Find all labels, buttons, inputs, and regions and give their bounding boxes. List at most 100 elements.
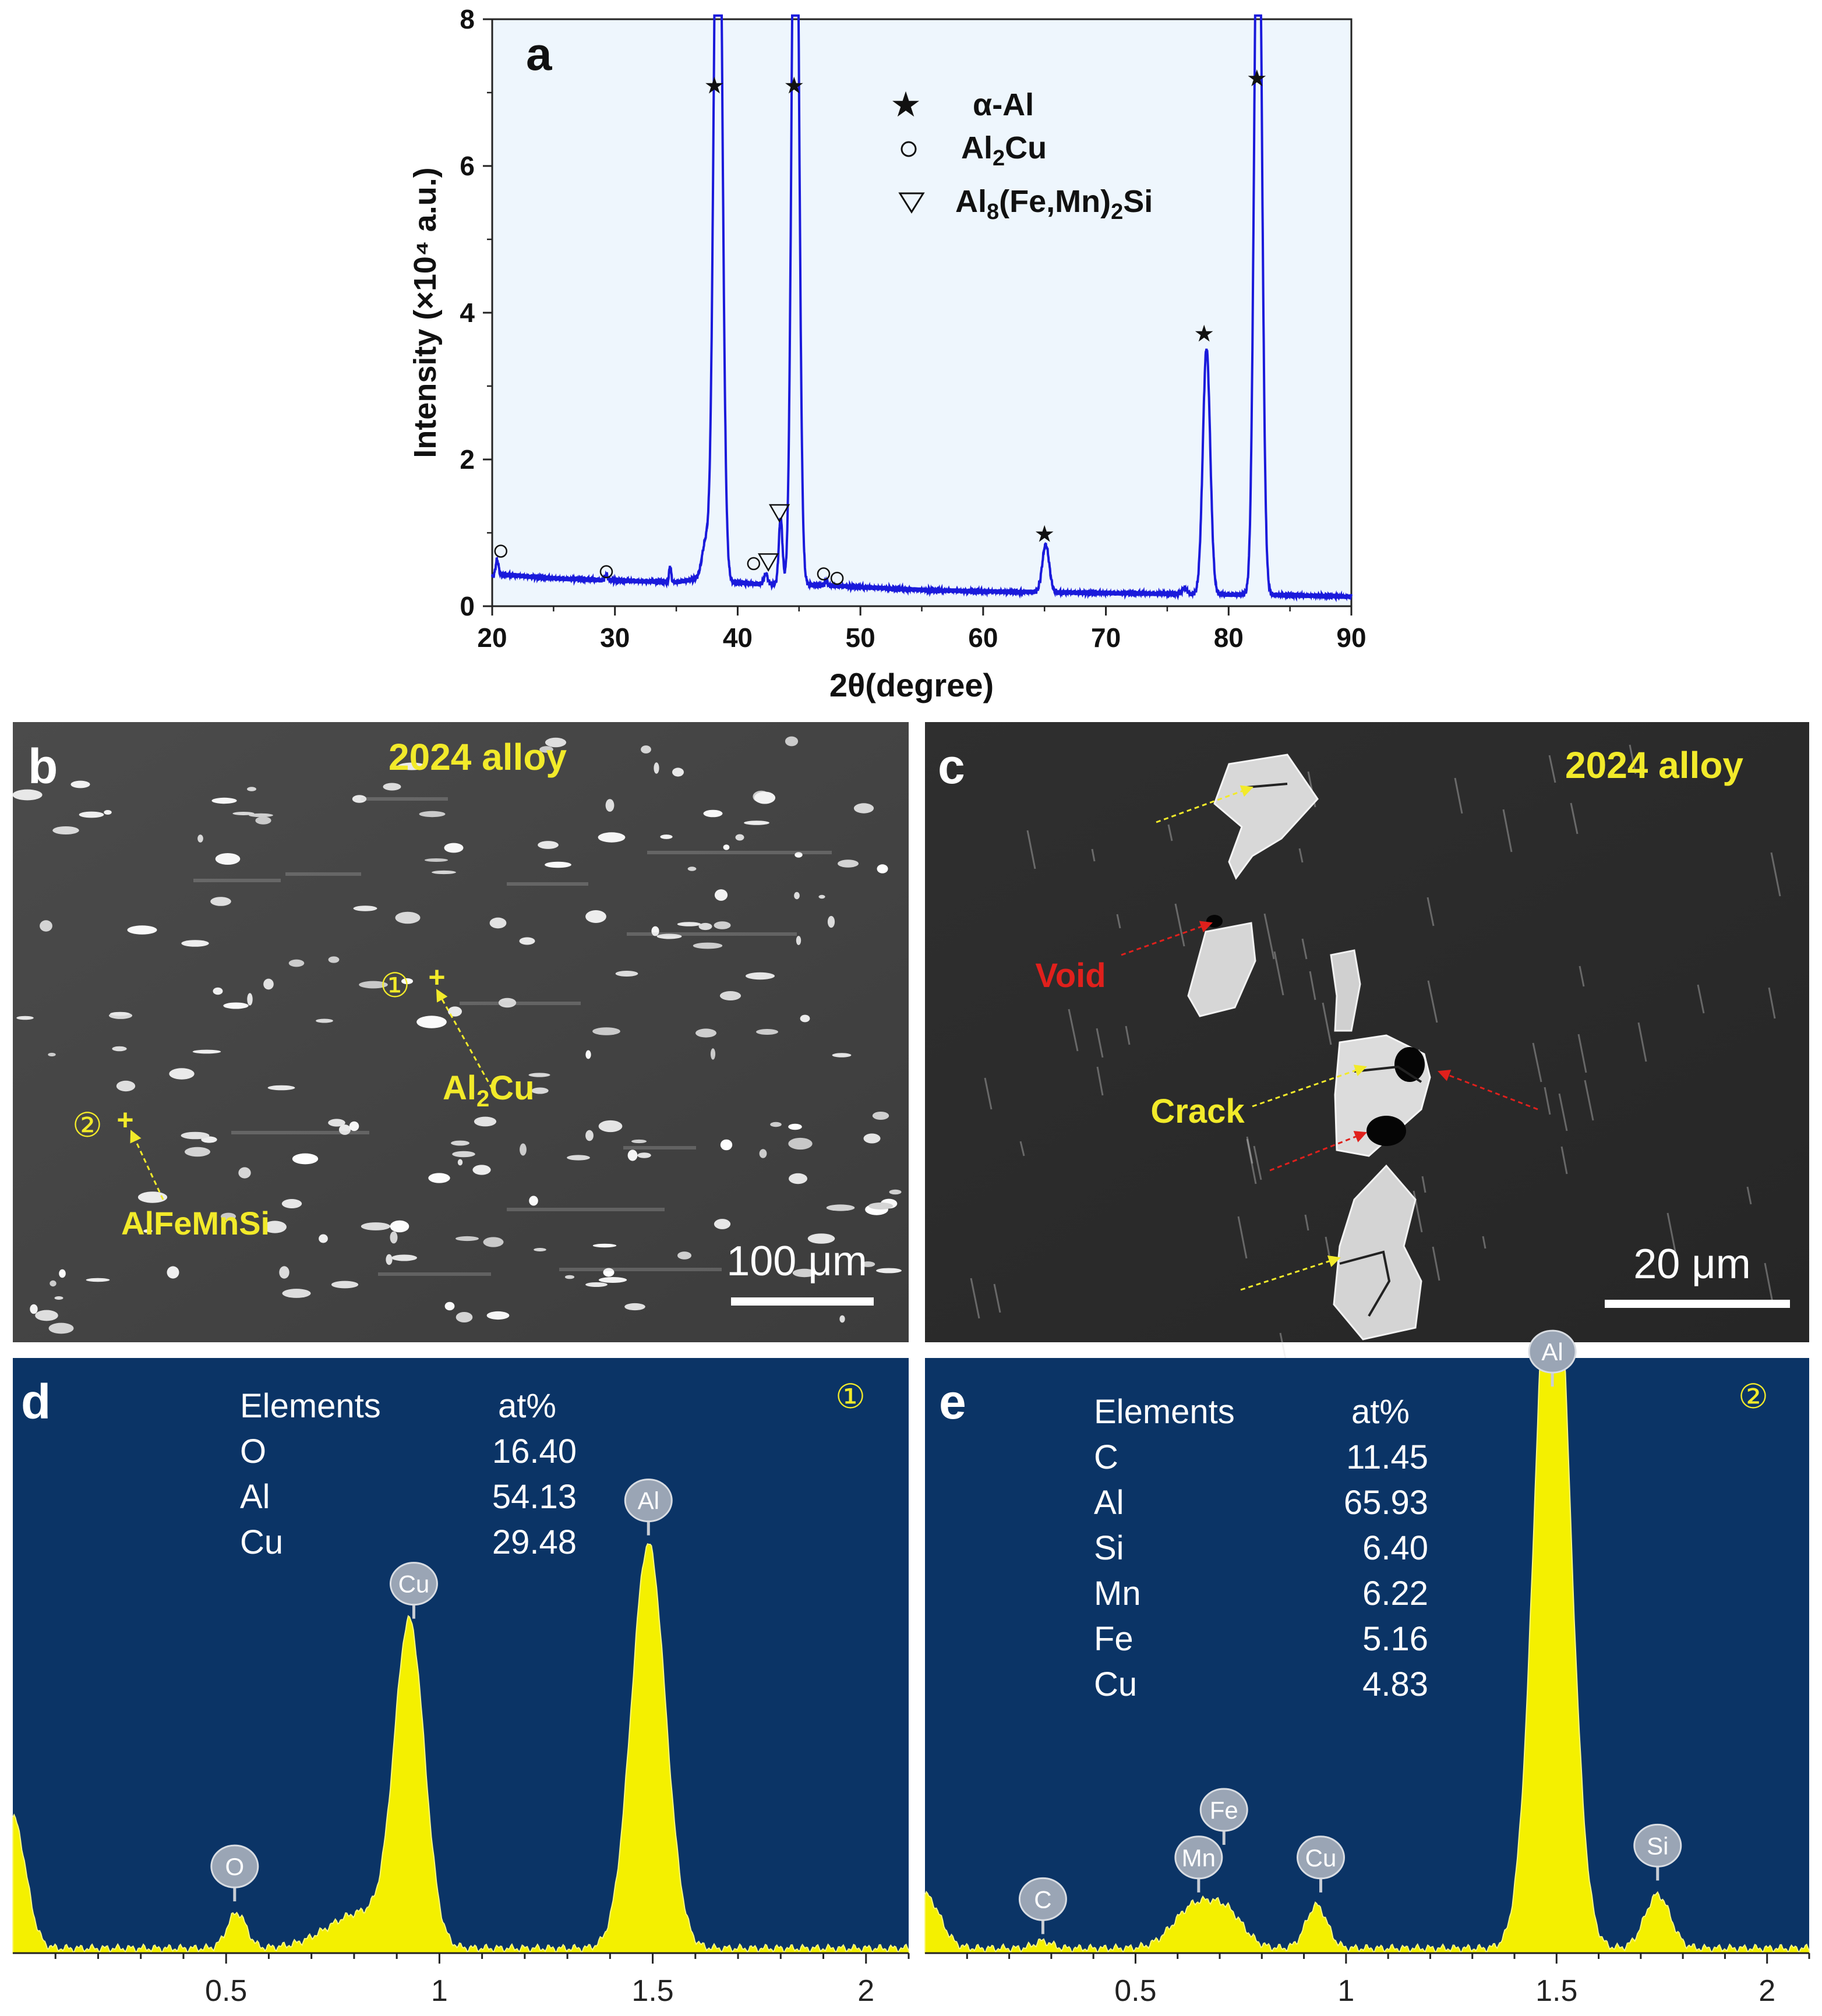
eds-e-spectrum — [924, 1357, 1810, 1954]
sem-b-particle — [770, 1122, 782, 1127]
sem-b-particle — [723, 844, 730, 850]
xrd-x-axis-label: 2θ(degree) — [829, 667, 994, 703]
sem-c-scratch — [1174, 903, 1185, 947]
xrd-peak-markers: ★ ★ ★ ★ ★ — [494, 66, 1267, 585]
y-tick-label-8: 8 — [460, 4, 475, 34]
sem-b-particle — [40, 920, 52, 932]
sem-b-particle — [137, 1191, 168, 1203]
sem-b-particle — [390, 1220, 409, 1233]
sem-b-particle — [352, 795, 367, 803]
circle-marker-8 — [817, 567, 831, 581]
sem-b-particle — [872, 1112, 889, 1120]
panel-a-letter: a — [526, 28, 552, 80]
x-tick-label-70: 70 — [1091, 623, 1121, 653]
peak-label-badge-Cu — [389, 1562, 438, 1606]
sem-b-particle — [796, 936, 801, 945]
sem-c-scratch — [1548, 755, 1556, 783]
eds-d-x-ticks: 0.5 1 1.5 2 — [54, 1953, 910, 2008]
sem-b-particle — [631, 1139, 647, 1144]
sem-c-scratch — [1544, 1087, 1551, 1115]
sem-b-particle — [714, 1219, 731, 1229]
sem-b-particle — [677, 922, 701, 926]
sem-c-scratch — [1309, 971, 1316, 1000]
eds-d-spectrum — [12, 1543, 909, 1954]
label-alfemnsi: AlFeMnSi — [121, 1205, 270, 1242]
sem-b-particle — [79, 811, 104, 818]
sem-b-particle — [474, 1116, 497, 1127]
sem-c-scratch — [1560, 1146, 1568, 1175]
panel-d-eds-spectrum: O Cu Al 0.5 1 1.5 2 d ① Elements at% O 16.40 Al… — [12, 1358, 910, 2008]
peak-label-badge-Mn — [1174, 1835, 1223, 1880]
table-d-header-value: at% — [498, 1387, 556, 1425]
sem-c-scratch — [1577, 1034, 1587, 1073]
sem-b-particle — [585, 1130, 594, 1141]
x-tick-label-20: 20 — [477, 623, 507, 653]
xrd-pattern-line — [491, 14, 1353, 603]
crack-line-2 — [1354, 1065, 1422, 1083]
sem-c-scratch — [1746, 1186, 1752, 1205]
peak-label-Al: Al — [638, 1487, 659, 1515]
sem-b-particle — [279, 1266, 289, 1279]
sem-c-scratch — [1482, 1236, 1486, 1249]
sem-b-particle — [288, 959, 305, 967]
sem-b-particle — [444, 843, 464, 853]
sem-b-particle — [211, 797, 237, 804]
sem-b-particle — [455, 1312, 473, 1322]
sem-b-particle — [677, 1251, 691, 1260]
peak-label-Cu: Cu — [1305, 1844, 1337, 1872]
legend-circle-icon — [901, 141, 917, 157]
sem-c-scratch — [1629, 744, 1637, 774]
sem-b-particle — [483, 1237, 504, 1247]
sem-c-scratch — [1273, 951, 1284, 996]
star-marker-0: ★ — [704, 73, 725, 98]
sem-b-particle — [498, 998, 517, 1008]
sem-b-particle — [349, 1121, 359, 1131]
panel-e-letter: e — [939, 1374, 966, 1429]
sem-c-scratch — [1125, 1025, 1131, 1045]
sem-b-particle — [520, 1143, 527, 1156]
panel-a-xrd-chart: ★ ★ ★ ★ ★ 20 30 40 50 60 70 80 90 0 2 4 6 8 a 2θ(degree… — [408, 4, 1366, 703]
sem-b-particle — [181, 940, 209, 947]
eds-tick-label-0.5: 0.5 — [1114, 1974, 1156, 2008]
sem-c-scratch — [1426, 897, 1435, 926]
sem-b-particle — [785, 736, 799, 747]
peak-label-Al: Al — [1541, 1338, 1563, 1366]
eds-d-peak-labels: O Cu Al — [210, 1479, 673, 1902]
sem-b-particle — [529, 1196, 538, 1206]
sem-b-particle — [247, 787, 256, 791]
sem-b-particle — [868, 1202, 894, 1209]
sem-b-particle — [838, 860, 859, 868]
sem-c-scratch — [1253, 1145, 1262, 1180]
sem-b-particle — [698, 922, 712, 931]
sem-c-scratch — [1096, 1028, 1104, 1058]
sem-b-particle — [383, 783, 401, 791]
sem-b-particle — [48, 1052, 56, 1057]
sem-b-particle — [489, 917, 507, 929]
peak-label-badge-Al — [624, 1479, 673, 1523]
sem-b-particle — [35, 1310, 58, 1321]
eds-tick-label-2: 2 — [1759, 1974, 1775, 2008]
sem-b-particle — [519, 937, 535, 945]
panel-b-sem-image: b 2024 alloy ① + Al2Cu ② + AlFeMnSi 100 … — [12, 722, 909, 1342]
table-e-element-Al: Al — [1094, 1484, 1124, 1522]
sem-b-streak — [460, 1002, 581, 1005]
table-e-value-Cu: 4.83 — [1362, 1665, 1428, 1703]
table-d-element-O: O — [240, 1433, 266, 1470]
sem-b-particle — [390, 1231, 398, 1244]
sem-c-scratches — [970, 744, 1781, 1380]
sem-b-particle — [876, 1268, 902, 1274]
sem-b-particle — [827, 915, 835, 928]
sem-c-scratch — [1301, 938, 1308, 960]
eds-tick-label-2: 2 — [857, 1974, 874, 2008]
sem-c-scratch — [1770, 852, 1781, 897]
sem-b-particle — [818, 894, 825, 899]
sem-b-particle — [592, 1027, 620, 1035]
sem-c-scratch — [1116, 914, 1121, 929]
table-e-value-Mn: 6.22 — [1362, 1575, 1428, 1612]
sem-b-particle — [54, 1296, 63, 1300]
table-d-header-element: Elements — [240, 1387, 381, 1425]
sem-b-particle — [605, 799, 615, 812]
sem-b-particle — [627, 1150, 638, 1161]
sem-b-particle — [660, 834, 673, 839]
sem-c-scratch — [1584, 1080, 1594, 1121]
